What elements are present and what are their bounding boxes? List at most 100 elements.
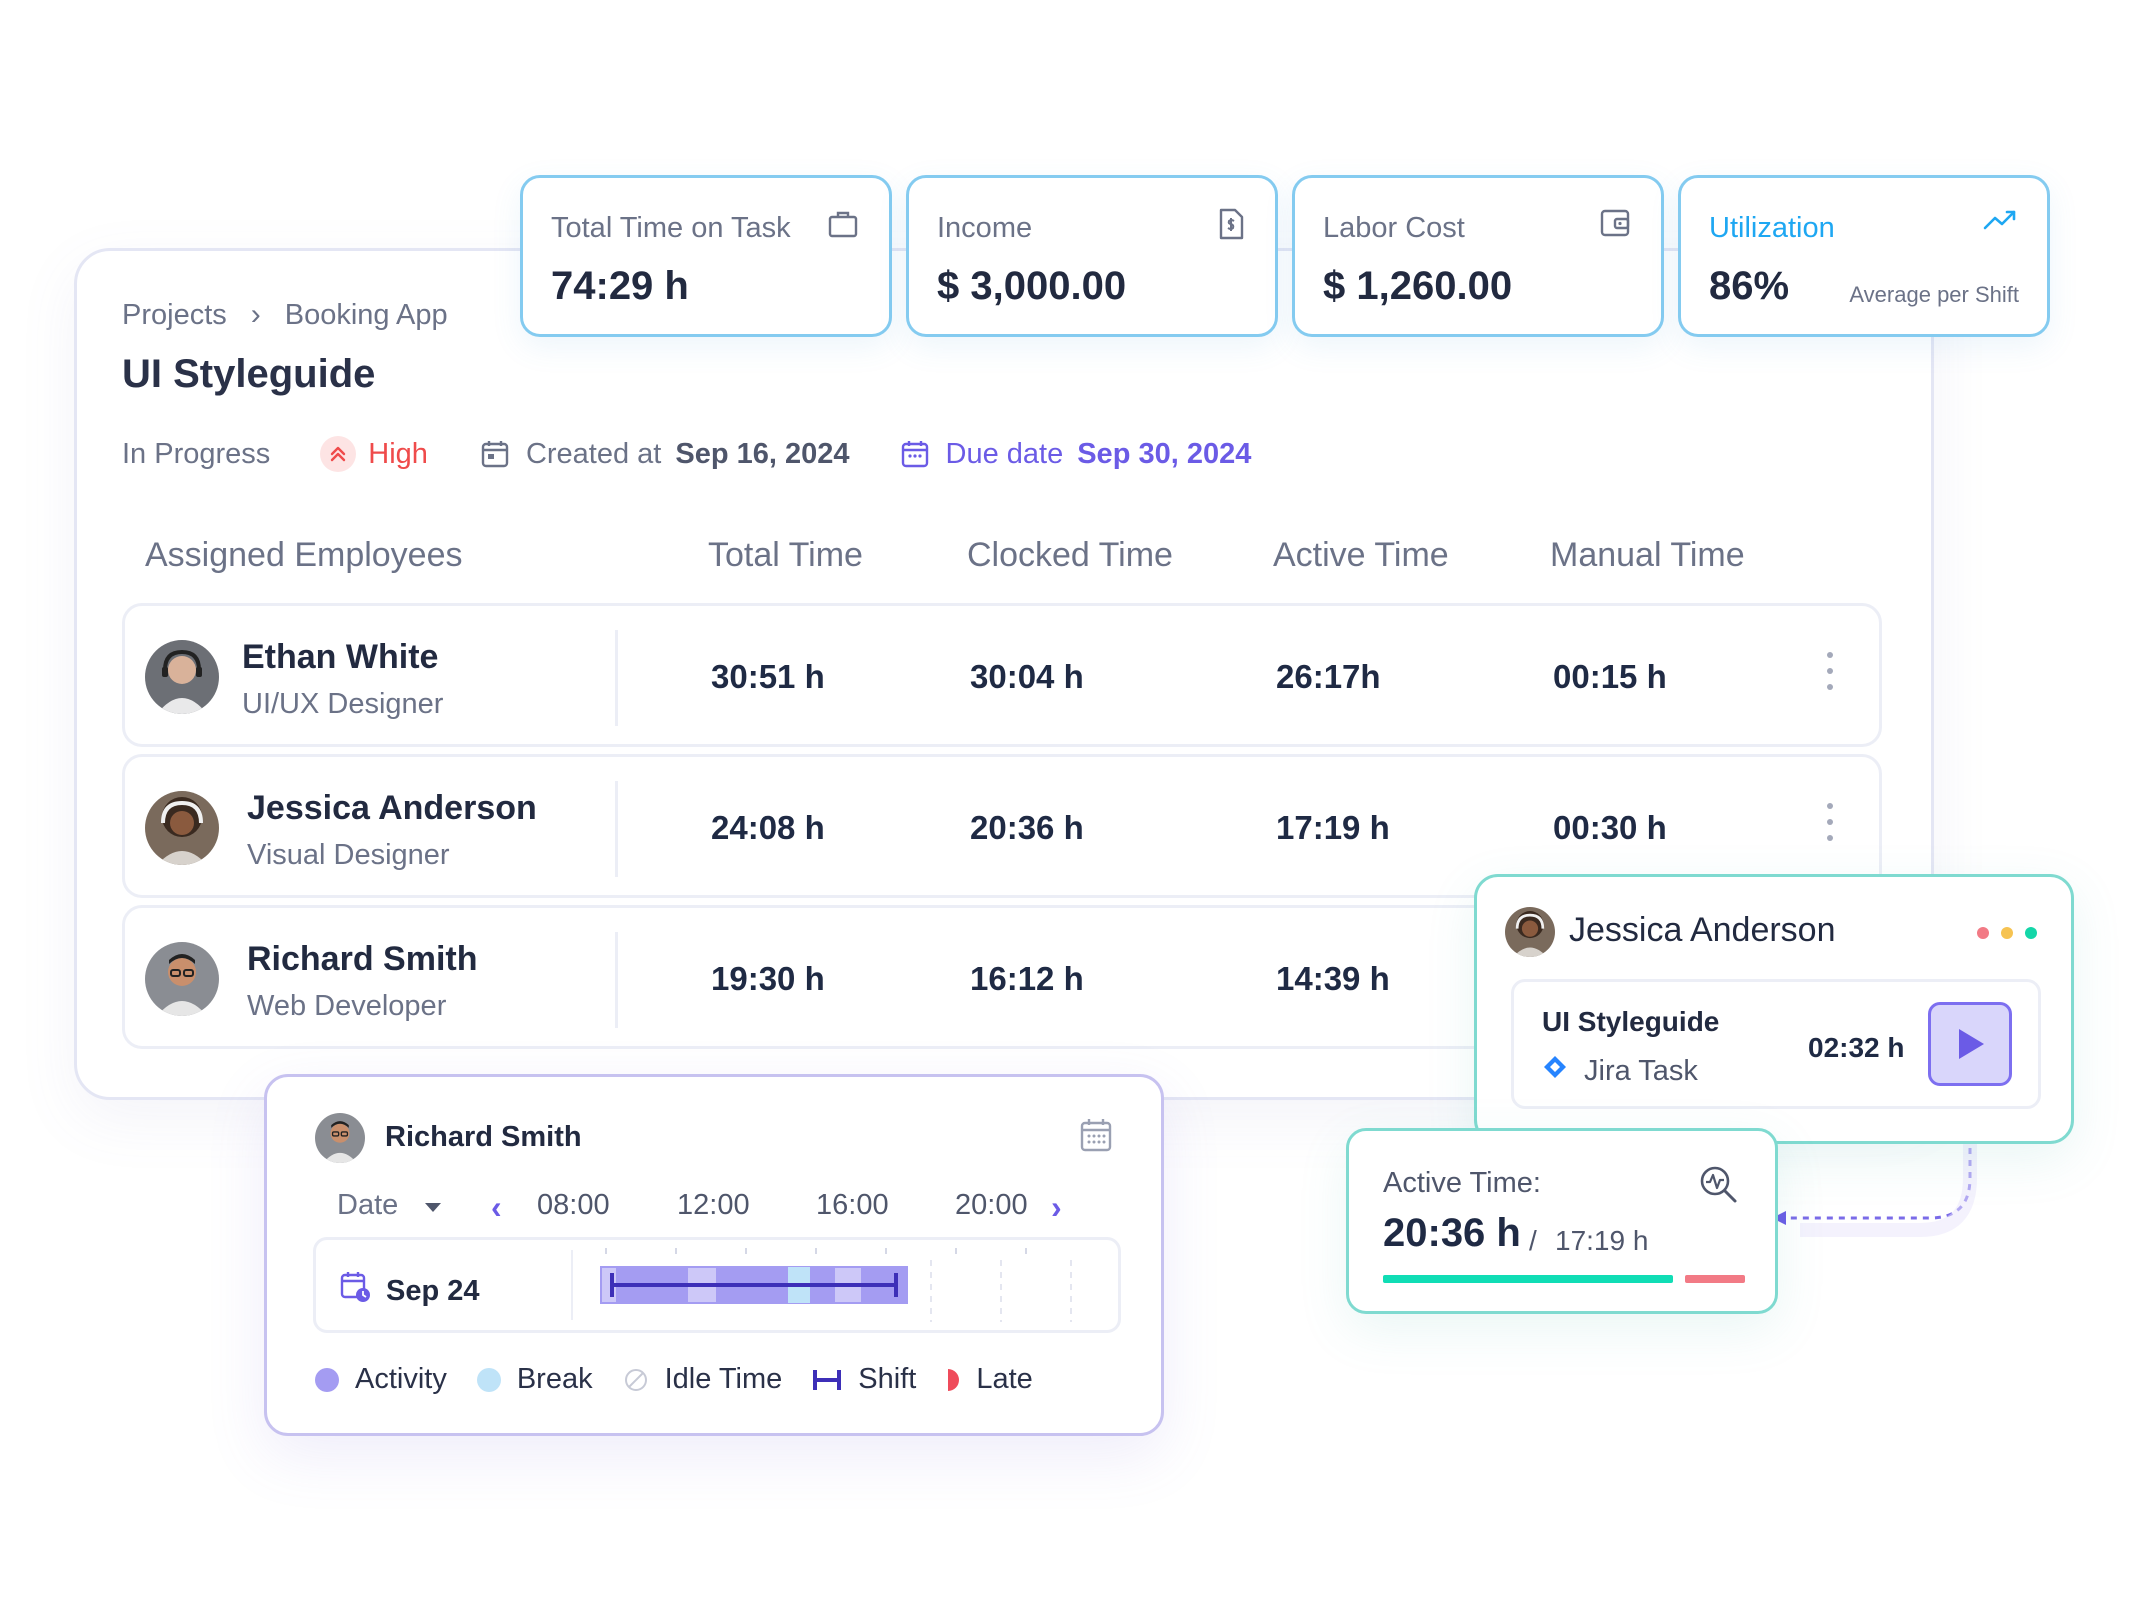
timer-card: Jessica Anderson UI Styleguide Jira Task… (1474, 874, 2074, 1144)
chevron-right-icon: › (250, 298, 261, 331)
timeline-card: Richard Smith Date ‹ 08:00 12:00 16:00 2… (264, 1074, 1164, 1436)
employee-role: Web Developer (247, 990, 447, 1022)
priority-high-icon (320, 436, 357, 472)
stat-label: Labor Cost (1323, 212, 1465, 244)
active-progress-bar (1383, 1275, 1673, 1283)
legend-late: Late (946, 1363, 1033, 1396)
employee-role: UI/UX Designer (242, 688, 444, 720)
invoice-icon (1217, 208, 1245, 245)
calendar-icon[interactable] (1079, 1117, 1113, 1158)
breadcrumb-projects[interactable]: Projects (122, 298, 227, 331)
active-time-value: 17:19 h (1276, 809, 1390, 846)
stat-label: Income (937, 212, 1033, 244)
legend-break: Break (476, 1363, 593, 1396)
task-name: UI Styleguide (1542, 1006, 1720, 1037)
hour-label: 16:00 (816, 1189, 889, 1221)
due-calendar-icon (900, 439, 930, 469)
breadcrumb-booking-app[interactable]: Booking App (284, 298, 448, 331)
stat-label: Utilization (1709, 212, 1835, 244)
stat-value: $ 1,260.00 (1323, 264, 1513, 308)
due-date: Sep 30, 2024 (1077, 437, 1252, 470)
task-timer: UI Styleguide Jira Task 02:32 h (1511, 979, 2041, 1109)
meta-row: In Progress High Created at Sep 16, 2024… (122, 436, 1251, 472)
stat-card-total-time: Total Time on Task 74:29 h (520, 175, 892, 337)
employee-name: Jessica Anderson (247, 789, 537, 827)
chevron-down-icon[interactable] (425, 1203, 441, 1212)
more-options-icon[interactable] (1827, 652, 1835, 690)
stat-value: 74:29 h (551, 264, 689, 308)
calendar-clock-icon (340, 1270, 372, 1312)
stat-card-utilization: Utilization 86% Average per Shift (1678, 175, 2050, 337)
wallet-icon (1599, 208, 1631, 243)
chevron-left-icon[interactable]: ‹ (491, 1189, 502, 1225)
row-divider (615, 630, 618, 726)
avatar (315, 1113, 365, 1163)
header-assigned-employees: Assigned Employees (145, 536, 463, 574)
manual-time-value: 00:15 h (1553, 658, 1667, 695)
jira-icon (1542, 1054, 1568, 1088)
table-row[interactable]: Ethan White UI/UX Designer 30:51 h 30:04… (122, 603, 1882, 747)
total-time-value: 19:30 h (711, 960, 825, 997)
timeline-track[interactable]: Sep 24 (313, 1237, 1121, 1333)
shift-icon (812, 1368, 842, 1392)
active-time-value: 20:36 h (1383, 1211, 1521, 1255)
stat-label: Total Time on Task (551, 212, 791, 244)
late-icon (946, 1368, 960, 1392)
legend-idle-time: Idle Time (623, 1363, 782, 1396)
activity-search-icon[interactable] (1697, 1163, 1739, 1210)
calendar-icon (480, 439, 510, 469)
employee-role: Visual Designer (247, 839, 450, 871)
stat-card-income: Income $ 3,000.00 (906, 175, 1278, 337)
legend-shift: Shift (812, 1363, 916, 1396)
chevron-right-icon[interactable]: › (1051, 1189, 1062, 1225)
avatar (145, 942, 219, 1016)
stat-value: 86% (1709, 264, 1790, 308)
hour-label: 12:00 (677, 1189, 750, 1221)
due-label: Due date (945, 437, 1064, 470)
breadcrumb: Projects › Booking App (122, 298, 448, 332)
briefcase-icon (827, 208, 859, 245)
timeline-bars (571, 1248, 1072, 1322)
active-time-card: Active Time: 20:36 h / 17:19 h (1346, 1128, 1778, 1314)
active-time-separator: / (1529, 1225, 1537, 1256)
active-time-sub: 17:19 h (1555, 1225, 1649, 1256)
header-total-time: Total Time (708, 536, 863, 574)
idle-progress-bar (1685, 1275, 1745, 1283)
total-time-value: 30:51 h (711, 658, 825, 695)
play-icon (1959, 1029, 1984, 1059)
idle-icon (623, 1367, 649, 1393)
header-manual-time: Manual Time (1550, 536, 1745, 574)
employee-name: Richard Smith (247, 940, 478, 978)
avatar (145, 791, 219, 865)
stat-card-labor-cost: Labor Cost $ 1,260.00 (1292, 175, 1664, 337)
page-title: UI Styleguide (122, 352, 376, 396)
hour-label: 08:00 (537, 1189, 610, 1221)
avatar (145, 640, 219, 714)
play-button[interactable] (1928, 1002, 2012, 1086)
hour-label: 20:00 (955, 1189, 1028, 1221)
timeline-day-label: Sep 24 (386, 1274, 480, 1307)
clocked-time-value: 20:36 h (970, 809, 1084, 846)
priority-label[interactable]: High (368, 437, 428, 470)
header-clocked-time: Clocked Time (967, 536, 1173, 574)
clocked-time-value: 16:12 h (970, 960, 1084, 997)
timeline-legend: Activity Break Idle Time Shift Late (315, 1363, 1063, 1396)
active-time-value: 14:39 h (1276, 960, 1390, 997)
date-dropdown[interactable]: Date (337, 1189, 399, 1221)
timer-value: 02:32 h (1808, 1032, 1905, 1063)
avatar (1505, 907, 1555, 957)
row-divider (615, 932, 618, 1028)
connector-arrow (1772, 1112, 1977, 1237)
timeline-day: Sep 24 (340, 1270, 480, 1312)
created-date: Sep 16, 2024 (675, 437, 850, 470)
window-dots (1977, 927, 2037, 939)
status-badge[interactable]: In Progress (122, 437, 271, 470)
row-divider (615, 781, 618, 877)
manual-time-value: 00:30 h (1553, 809, 1667, 846)
more-options-icon[interactable] (1827, 803, 1835, 841)
header-active-time: Active Time (1273, 536, 1449, 574)
timeline-employee-name: Richard Smith (385, 1121, 582, 1153)
clocked-time-value: 30:04 h (970, 658, 1084, 695)
active-time-label: Active Time: (1383, 1167, 1541, 1199)
legend-activity: Activity (315, 1363, 447, 1396)
